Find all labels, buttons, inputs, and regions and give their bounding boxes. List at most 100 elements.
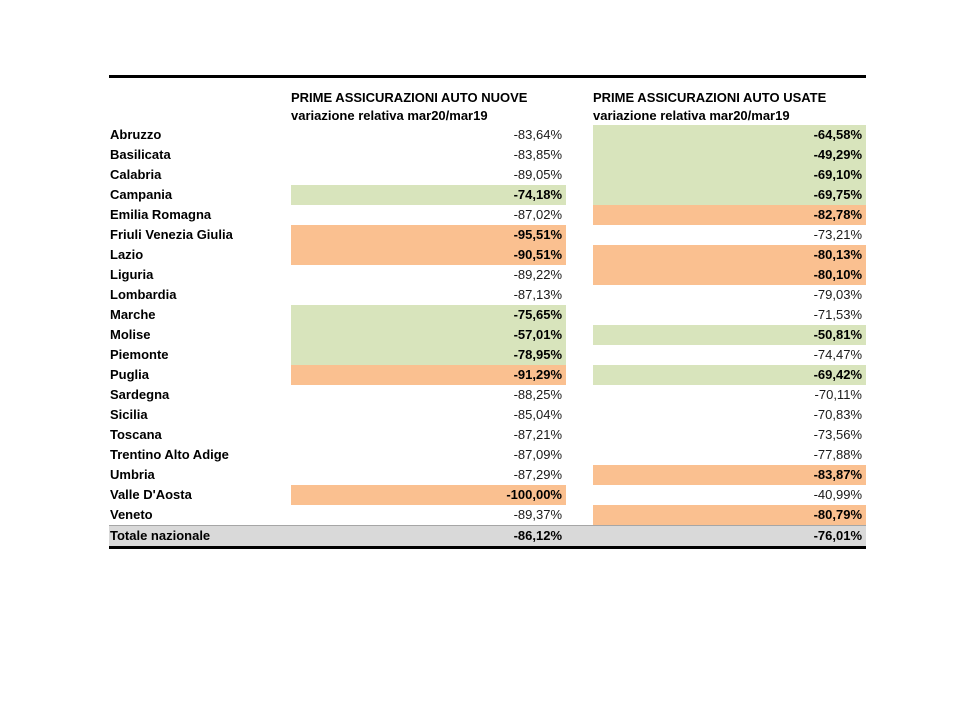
value-new-cars: -57,01% [291,325,566,345]
value-used-cars: -71,53% [813,307,862,322]
header-new-cars: PRIME ASSICURAZIONI AUTO NUOVE variazion… [291,78,566,125]
table-header-row: PRIME ASSICURAZIONI AUTO NUOVE variazion… [109,78,866,125]
table-row: Lazio -90,51% -80,13% [109,245,866,265]
header-used-cars: PRIME ASSICURAZIONI AUTO USATE variazion… [593,78,866,125]
table-row: Liguria -89,22% -80,10% [109,265,866,285]
table-row: Sicilia -85,04% -70,83% [109,405,866,425]
value-used-cars: -83,87% [593,465,866,485]
region-label: Calabria [110,167,162,182]
header-new-line1: PRIME ASSICURAZIONI AUTO NUOVE [291,90,528,105]
column-gap [566,445,593,465]
table-row: Puglia -91,29% -69,42% [109,365,866,385]
table-row: Piemonte -78,95% -74,47% [109,345,866,365]
total-row: Totale nazionale -86,12% -76,01% [109,525,866,549]
column-gap [566,245,593,265]
value-new-cars: -89,22% [513,267,562,282]
header-used-line1: PRIME ASSICURAZIONI AUTO USATE [593,90,827,105]
total-label: Totale nazionale [110,528,211,543]
value-used-cars: -74,47% [813,347,862,362]
value-used-cars: -80,79% [593,505,866,525]
region-label: Piemonte [110,347,169,362]
region-label: Puglia [110,367,150,382]
region-label: Marche [110,307,156,322]
region-label: Veneto [110,507,153,522]
value-used-cars: -50,81% [593,325,866,345]
value-new-cars: -87,02% [513,207,562,222]
regions-insurance-table: PRIME ASSICURAZIONI AUTO NUOVE variazion… [109,75,866,549]
value-used-cars: -70,83% [813,407,862,422]
region-label: Campania [110,187,173,202]
value-new-cars: -88,25% [513,387,562,402]
region-label: Lombardia [110,287,177,302]
total-value-used: -76,01% [813,528,862,543]
region-label: Trentino Alto Adige [110,447,229,462]
value-new-cars: -83,64% [513,127,562,142]
value-used-cars: -70,11% [814,387,862,402]
value-used-cars: -73,21% [813,227,862,242]
value-used-cars: -40,99% [813,487,862,502]
value-used-cars: -69,10% [593,165,866,185]
value-new-cars: -85,04% [513,407,562,422]
column-gap [566,365,593,385]
value-new-cars: -91,29% [291,365,566,385]
region-label: Basilicata [110,147,171,162]
value-new-cars: -95,51% [291,225,566,245]
region-label: Molise [110,327,151,342]
table-row: Marche -75,65% -71,53% [109,305,866,325]
table-rows: Abruzzo -83,64% -64,58% Basilicata -83,85% -4… [109,125,866,525]
region-label: Sardegna [110,387,170,402]
value-new-cars: -83,85% [513,147,562,162]
region-label: Friuli Venezia Giulia [110,227,233,242]
table-row: Abruzzo -83,64% -64,58% [109,125,866,145]
table-row: Emilia Romagna -87,02% -82,78% [109,205,866,225]
column-gap [566,225,593,245]
column-gap [566,385,593,405]
table-row: Lombardia -87,13% -79,03% [109,285,866,305]
table-row: Trentino Alto Adige -87,09% -77,88% [109,445,866,465]
value-used-cars: -73,56% [813,427,862,442]
table-row: Sardegna -88,25% -70,11% [109,385,866,405]
value-used-cars: -82,78% [593,205,866,225]
value-new-cars: -87,29% [513,467,562,482]
value-new-cars: -75,65% [291,305,566,325]
region-label: Sicilia [110,407,148,422]
value-used-cars: -69,75% [593,185,866,205]
column-gap [566,185,593,205]
column-gap [566,205,593,225]
value-new-cars: -74,18% [291,185,566,205]
region-label: Toscana [110,427,162,442]
table-row: Toscana -87,21% -73,56% [109,425,866,445]
column-gap [566,285,593,305]
column-gap [566,465,593,485]
header-region-spacer [109,78,291,125]
column-gap [566,145,593,165]
value-used-cars: -64,58% [593,125,866,145]
value-used-cars: -79,03% [813,287,862,302]
column-gap [566,405,593,425]
region-label: Lazio [110,247,144,262]
header-used-line2: variazione relativa mar20/mar19 [593,108,790,123]
value-new-cars: -89,05% [513,167,562,182]
table-row: Molise -57,01% -50,81% [109,325,866,345]
column-gap [566,485,593,505]
value-new-cars: -89,37% [513,507,562,522]
value-used-cars: -49,29% [593,145,866,165]
region-label: Emilia Romagna [110,207,212,222]
table-top-border [109,75,866,78]
value-new-cars: -87,13% [513,287,562,302]
table-row: Valle D'Aosta -100,00% -40,99% [109,485,866,505]
value-used-cars: -80,13% [593,245,866,265]
value-new-cars: -90,51% [291,245,566,265]
column-gap [566,425,593,445]
column-gap [566,325,593,345]
column-gap [566,125,593,145]
total-gap [566,526,593,546]
table-row: Campania -74,18% -69,75% [109,185,866,205]
column-gap [566,345,593,365]
value-new-cars: -87,09% [513,447,562,462]
table-row: Umbria -87,29% -83,87% [109,465,866,485]
table-row: Basilicata -83,85% -49,29% [109,145,866,165]
value-used-cars: -80,10% [593,265,866,285]
region-label: Valle D'Aosta [110,487,192,502]
